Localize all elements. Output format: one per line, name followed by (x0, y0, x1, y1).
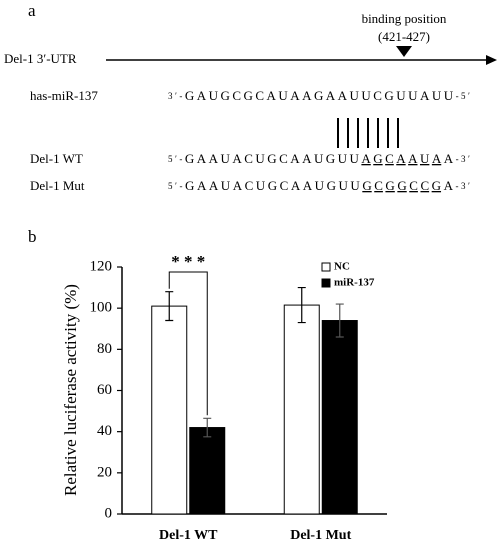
mirna-seq: 3′- GAUGCGCAUAAGAAUUCGUUAUU -5′ (168, 88, 470, 103)
x-tick-label: Del-1 WT (159, 528, 218, 543)
pairing-lines (337, 118, 399, 148)
seq-prefix: 5′- (168, 154, 182, 164)
x-tick-label: Del-1 Mut (290, 528, 351, 543)
error-bar (335, 303, 344, 338)
seq-suffix: -3′ (456, 154, 470, 164)
arrow-head (486, 55, 497, 65)
mut-name: Del-1 Mut (30, 178, 85, 193)
y-tick-label: 100 (90, 300, 113, 316)
seq-suffix: -5′ (456, 91, 470, 101)
seq: A (444, 151, 454, 166)
seq-suffix: -3′ (455, 181, 470, 191)
seq-prefix: 5′- (168, 181, 183, 191)
seq: GAAUACUGCAAUGUU (185, 178, 360, 193)
significance-bracket (168, 271, 208, 416)
legend-swatch (321, 262, 331, 272)
seq: GAUGCGCAUAAGAAUUCGUUAUU (185, 88, 454, 103)
seq: GAAUACUGCAAUGUU (185, 151, 360, 166)
bar (321, 320, 358, 515)
wt-seq: 5′- GAAUACUGCAAUGUU AGCAAUA A -3′ (168, 151, 470, 166)
y-tick-label: 120 (90, 258, 113, 274)
y-axis-label: Relative luciferase activity (%) (61, 284, 80, 496)
error-bar (297, 286, 306, 324)
y-tick-label: 60 (97, 382, 112, 398)
mut-seq: 5′- GAAUACUGCAAUGUU GCGGCCG A -3′ (168, 178, 470, 193)
y-tick-label: 40 (97, 423, 112, 439)
bar (283, 304, 320, 515)
error-bar (203, 417, 212, 438)
seq-prefix: 3′- (168, 91, 182, 101)
y-tick-label: 80 (97, 341, 112, 357)
legend-label: miR-137 (334, 277, 375, 289)
seed-site: GCGGCCG (362, 178, 441, 193)
bar (189, 427, 226, 515)
error-bar (165, 291, 174, 322)
binding-title: binding position (362, 11, 447, 26)
mirna-name: has-miR-137 (30, 88, 98, 103)
legend-swatch (321, 278, 331, 288)
utr-label: Del-1 3′-UTR (4, 51, 77, 66)
wt-name: Del-1 WT (30, 151, 83, 166)
binding-marker (396, 46, 412, 57)
legend-label: NC (334, 261, 350, 273)
seq: A (444, 178, 454, 193)
panel-label: b (28, 227, 37, 246)
binding-range: (421-427) (378, 29, 430, 44)
seed-site: AGCAAUA (361, 151, 441, 166)
annotation: * * * (171, 252, 205, 271)
y-tick-label: 0 (105, 505, 113, 521)
panel-label: a (28, 1, 36, 20)
y-tick-label: 20 (97, 464, 112, 480)
bar (151, 305, 188, 515)
